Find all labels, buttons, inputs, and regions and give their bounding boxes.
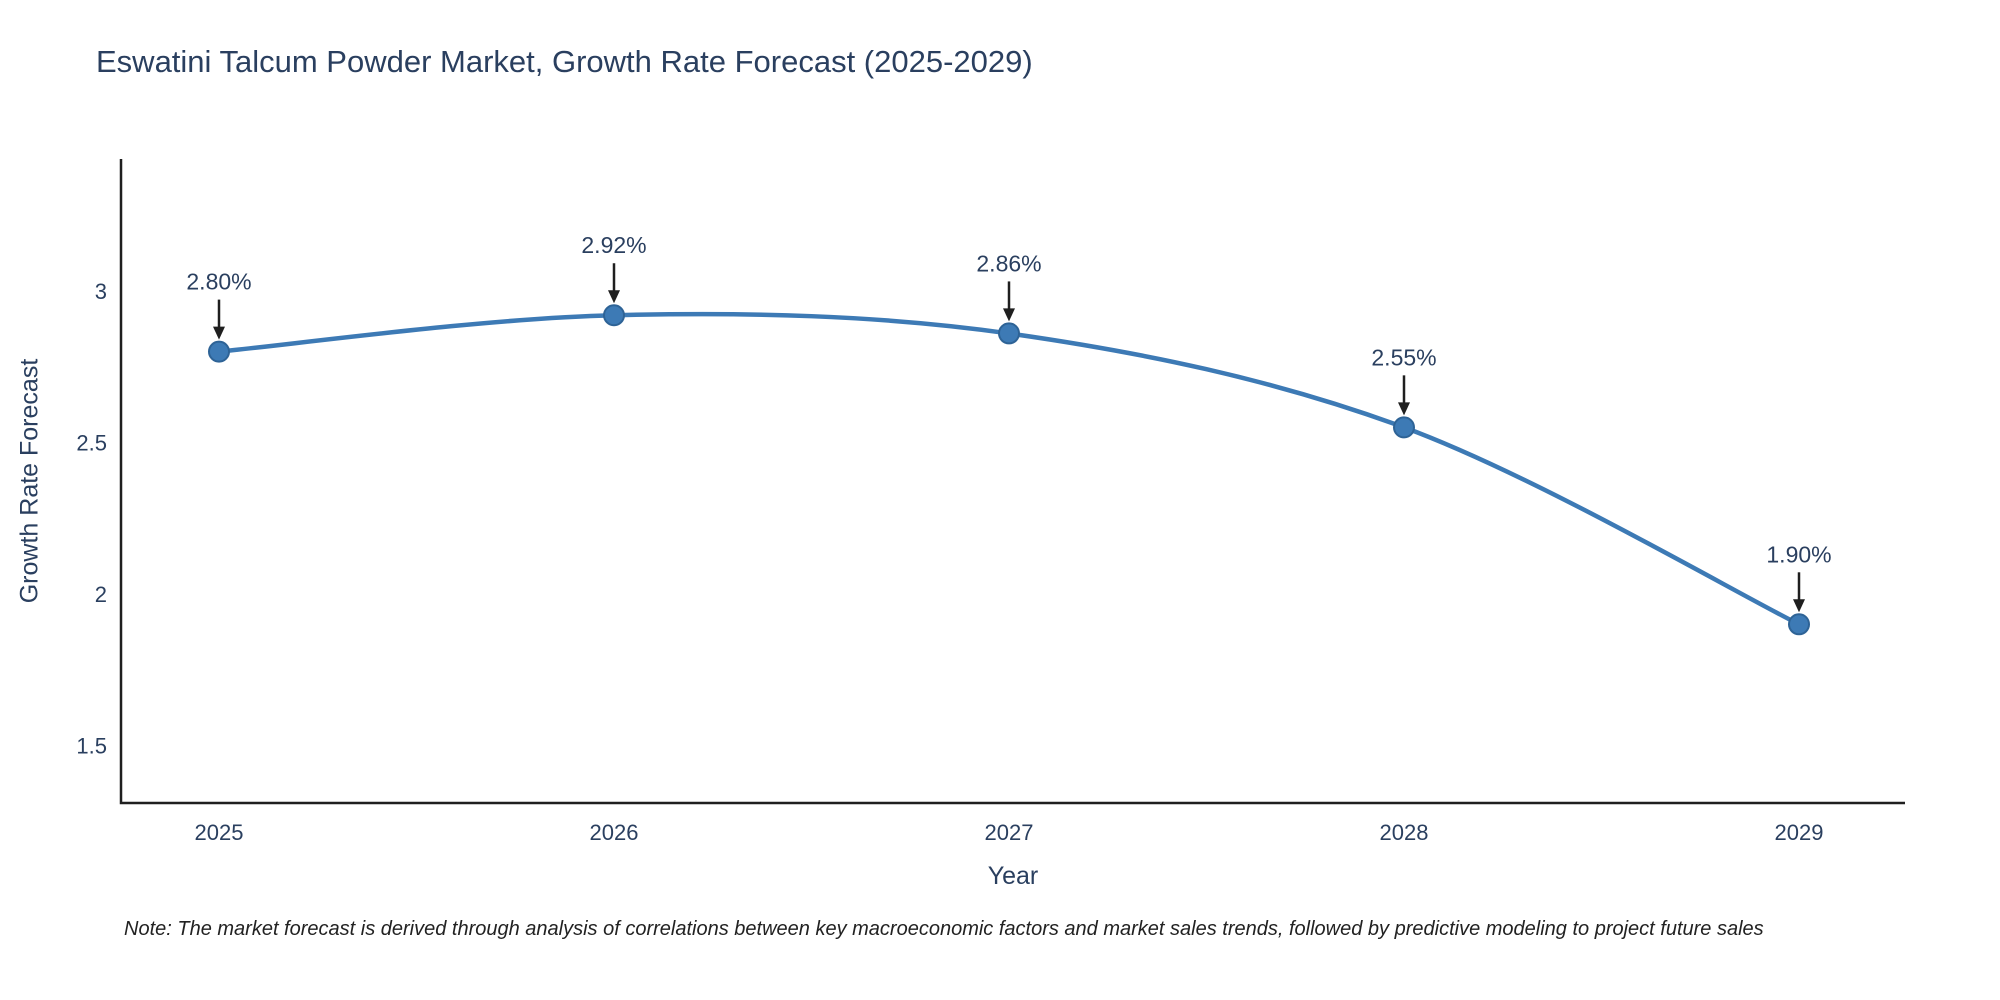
- annotation-arrowhead-icon: [1793, 599, 1805, 613]
- annotation-arrowhead-icon: [1003, 308, 1015, 322]
- y-tick-label: 1.5: [76, 734, 107, 759]
- x-tick-label: 2025: [195, 820, 244, 845]
- x-tick-label: 2028: [1380, 820, 1429, 845]
- x-tick-label: 2026: [590, 820, 639, 845]
- y-tick-label: 3: [95, 279, 107, 304]
- x-tick-label: 2027: [985, 820, 1034, 845]
- data-point: [998, 322, 1020, 345]
- data-point: [1788, 613, 1810, 636]
- annotation-label: 2.92%: [581, 232, 646, 258]
- chart-title: Eswatini Talcum Powder Market, Growth Ra…: [96, 44, 1033, 79]
- annotation-label: 2.80%: [186, 269, 251, 295]
- footnote: Note: The market forecast is derived thr…: [124, 918, 1764, 940]
- data-point: [208, 340, 230, 363]
- y-tick-label: 2.5: [76, 431, 107, 456]
- data-point: [1393, 416, 1415, 439]
- x-tick-label: 2029: [1775, 820, 1824, 845]
- data-point: [603, 304, 625, 327]
- annotation-label: 2.55%: [1371, 344, 1436, 370]
- annotation-label: 1.90%: [1766, 541, 1831, 567]
- annotation-arrowhead-icon: [608, 290, 620, 304]
- axis-lines: [119, 159, 1905, 805]
- annotation-arrowhead-icon: [213, 326, 225, 340]
- annotation-arrowhead-icon: [1398, 402, 1410, 416]
- y-tick-label: 2: [95, 582, 107, 607]
- annotation-label: 2.86%: [976, 250, 1041, 276]
- trend-line: [218, 311, 1801, 627]
- x-axis-title: Year: [987, 862, 1039, 890]
- y-axis-title: Growth Rate Forecast: [15, 358, 44, 604]
